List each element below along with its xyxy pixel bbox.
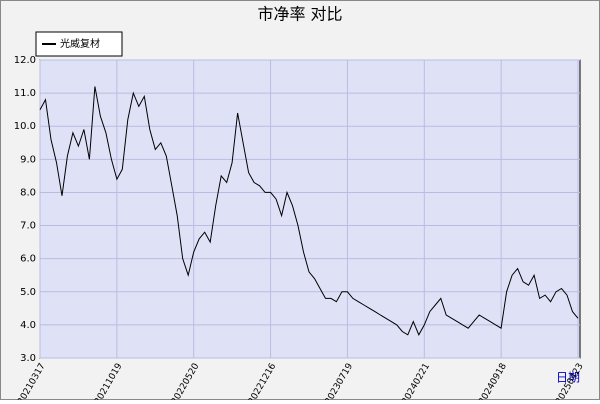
x-axis-label: 日期 — [556, 371, 580, 385]
line — [39, 86, 579, 336]
y-tick-label: 9.0 — [20, 154, 36, 165]
legend-label: 光威复材 — [60, 37, 100, 50]
y-tick-label: 7.0 — [20, 221, 36, 232]
y-tick-label: 11.0 — [14, 88, 36, 99]
y-tick-label: 6.0 — [20, 254, 36, 265]
plot-area — [39, 59, 581, 359]
y-tick-label: 10.0 — [14, 121, 36, 132]
y-tick-label: 5.0 — [20, 287, 36, 298]
y-tick-label: 8.0 — [20, 187, 36, 198]
y-tick-label: 3.0 — [20, 353, 36, 364]
chart-title: 市净率 对比 — [257, 5, 342, 24]
y-tick-label: 12.0 — [14, 55, 36, 66]
y-tick-label: 4.0 — [20, 320, 36, 331]
